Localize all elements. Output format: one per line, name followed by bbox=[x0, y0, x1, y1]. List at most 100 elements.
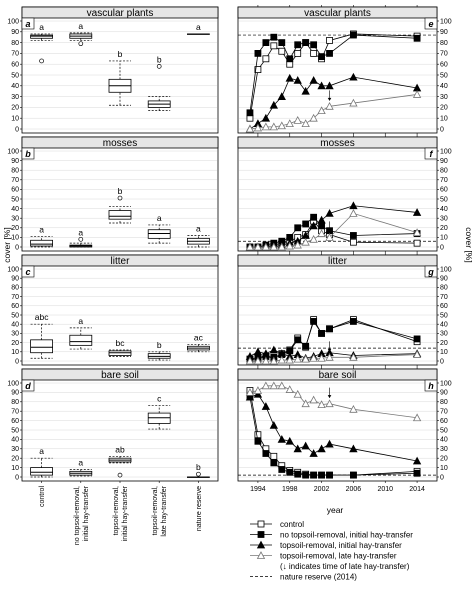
y-tick-label: 80 bbox=[11, 399, 19, 406]
y-tick-label: 60 bbox=[440, 62, 448, 69]
box-body bbox=[30, 339, 54, 354]
y-tick-label: 10 bbox=[11, 235, 19, 242]
y-tick-label: 80 bbox=[440, 40, 448, 47]
panel-letter: b bbox=[25, 149, 31, 159]
data-point bbox=[412, 208, 422, 216]
y-tick-label: 10 bbox=[440, 116, 448, 123]
late-hay-transfer-arrowhead bbox=[327, 97, 332, 101]
panel-g: 0 10 20 30 40 50 60 70 80 90 100 litter g bbox=[237, 253, 452, 367]
panel-h: 0 10 20 30 40 50 60 70 80 90 100 bare soil h 1994 1998… bbox=[237, 367, 452, 493]
significance-letter: a bbox=[78, 227, 83, 237]
data-point bbox=[413, 239, 421, 247]
data-point bbox=[285, 119, 294, 127]
significance-letter: a bbox=[39, 224, 44, 234]
y-tick-label: 70 bbox=[11, 51, 19, 58]
box: a bbox=[30, 446, 54, 478]
panel-frame bbox=[21, 6, 219, 134]
y-tick-label: 50 bbox=[440, 196, 448, 203]
y-tick-label: 90 bbox=[11, 158, 19, 165]
significance-letter: a bbox=[78, 316, 83, 326]
legend-label: nature reserve (2014) bbox=[280, 573, 357, 582]
data-point bbox=[350, 318, 357, 325]
data-point bbox=[326, 37, 333, 44]
data-point bbox=[269, 345, 279, 354]
significance-letter: a bbox=[196, 223, 201, 233]
y-tick-label: 30 bbox=[11, 216, 19, 223]
legend-marker bbox=[257, 531, 265, 538]
data-point bbox=[412, 228, 422, 237]
y-axis-label-right: cover [%] bbox=[464, 227, 474, 262]
data-point bbox=[262, 39, 270, 46]
data-point bbox=[326, 471, 333, 479]
data-point bbox=[254, 50, 262, 57]
y-tick-label: 10 bbox=[11, 465, 19, 472]
y-tick-label: 0 bbox=[440, 474, 444, 481]
x-tick-label: 2006 bbox=[346, 486, 362, 493]
data-point bbox=[349, 201, 358, 210]
legend-item: (↓ indicates time of late hay-transfer) bbox=[280, 562, 410, 571]
data-point bbox=[294, 470, 302, 478]
data-point bbox=[269, 100, 279, 109]
data-point bbox=[245, 124, 255, 133]
data-point bbox=[286, 55, 294, 63]
panel-title-strip bbox=[21, 368, 219, 381]
data-point bbox=[349, 404, 358, 413]
significance-letter: bc bbox=[116, 338, 126, 348]
y-tick-label: 40 bbox=[11, 206, 19, 213]
data-point bbox=[317, 400, 326, 409]
significance-letter: a bbox=[157, 213, 162, 223]
y-tick-label: 80 bbox=[440, 399, 448, 406]
significance-letter: b bbox=[196, 462, 201, 472]
outlier bbox=[78, 41, 84, 47]
data-point bbox=[245, 242, 255, 251]
x-tick-label: 1994 bbox=[250, 486, 266, 493]
y-tick-label: 60 bbox=[11, 187, 19, 194]
series-line bbox=[249, 76, 418, 130]
data-point bbox=[309, 449, 318, 457]
box: a bbox=[69, 227, 93, 248]
series-4 bbox=[245, 90, 422, 133]
data-point bbox=[253, 123, 263, 132]
y-tick-label: 100 bbox=[440, 380, 452, 387]
data-point bbox=[309, 395, 318, 404]
panel-f: 0 10 20 30 40 50 60 70 80 90 100 mosses f bbox=[237, 135, 452, 253]
y-tick-label: 80 bbox=[11, 168, 19, 175]
box-body bbox=[30, 467, 54, 476]
data-point bbox=[293, 76, 302, 84]
y-axis-label-left: cover [%] bbox=[2, 227, 12, 262]
y-tick-label: 40 bbox=[440, 322, 448, 329]
data-point bbox=[254, 66, 262, 73]
data-point bbox=[269, 420, 279, 429]
data-point bbox=[349, 444, 358, 453]
data-point bbox=[309, 221, 318, 230]
data-point bbox=[350, 238, 357, 246]
panel-letter: f bbox=[430, 149, 434, 159]
outlier bbox=[117, 195, 123, 201]
data-point bbox=[269, 122, 279, 131]
x-tick-label: 2014 bbox=[409, 486, 425, 493]
y-tick-label: 80 bbox=[440, 285, 448, 292]
legend-item: topsoil-removal, late hay-transfer bbox=[250, 551, 397, 561]
data-point bbox=[310, 318, 318, 325]
panel-frame bbox=[21, 368, 219, 482]
panel-d: 0 10 20 30 40 50 60 70 80 90 100 bare soil d a a ab c b co… bbox=[7, 368, 219, 545]
data-point bbox=[325, 101, 334, 110]
data-point bbox=[262, 55, 270, 63]
data-point bbox=[254, 431, 262, 439]
data-point bbox=[294, 224, 302, 232]
data-point bbox=[301, 441, 310, 450]
panel-letter: e bbox=[428, 19, 433, 29]
y-tick-label: 90 bbox=[440, 390, 448, 397]
legend-label: (↓ indicates time of late hay-transfer) bbox=[280, 562, 410, 571]
y-tick-label: 70 bbox=[440, 177, 448, 184]
box: a bbox=[186, 223, 210, 248]
legend-marker bbox=[256, 540, 266, 549]
data-point bbox=[277, 355, 286, 364]
y-tick-label: 50 bbox=[440, 312, 448, 319]
data-point bbox=[301, 86, 310, 95]
data-point bbox=[325, 399, 334, 408]
data-point bbox=[262, 450, 270, 457]
data-point bbox=[293, 444, 302, 453]
data-point bbox=[301, 354, 310, 363]
panel-letter-box bbox=[424, 17, 438, 30]
